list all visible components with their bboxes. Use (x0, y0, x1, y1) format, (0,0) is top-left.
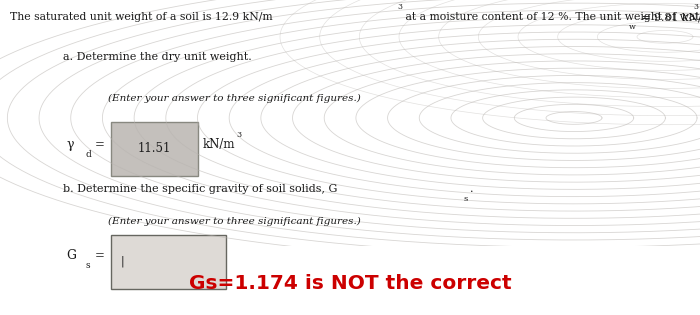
Text: w: w (629, 23, 636, 31)
Text: 3: 3 (237, 131, 242, 139)
FancyBboxPatch shape (111, 122, 198, 176)
FancyBboxPatch shape (111, 235, 226, 289)
Text: =: = (95, 249, 105, 262)
Text: b. Determine the specific gravity of soil solids, G: b. Determine the specific gravity of soi… (63, 184, 337, 194)
Text: .: . (698, 12, 700, 22)
Text: γ: γ (66, 139, 74, 152)
Text: at a moisture content of 12 %. The unit weight of water is γ: at a moisture content of 12 %. The unit … (402, 12, 700, 22)
Text: s: s (463, 195, 468, 203)
Text: The saturated unit weight of a soil is 12.9 kN/m: The saturated unit weight of a soil is 1… (10, 12, 272, 22)
Text: G: G (66, 249, 76, 262)
Text: (Enter your answer to three significant figures.): (Enter your answer to three significant … (108, 217, 361, 226)
Text: 3: 3 (397, 3, 402, 11)
Text: |: | (121, 256, 125, 267)
Text: Gs=1.174 is NOT the correct: Gs=1.174 is NOT the correct (189, 274, 511, 293)
Text: .: . (470, 184, 474, 194)
Text: 11.51: 11.51 (138, 142, 171, 155)
Text: d: d (85, 150, 91, 159)
Text: s: s (85, 261, 90, 270)
Text: kN/m: kN/m (203, 139, 235, 152)
Text: =: = (95, 139, 105, 152)
Text: = 9.81 kN/m: = 9.81 kN/m (638, 12, 700, 22)
Text: (Enter your answer to three significant figures.): (Enter your answer to three significant … (108, 94, 361, 103)
Text: a. Determine the dry unit weight.: a. Determine the dry unit weight. (63, 52, 252, 61)
Text: 3: 3 (693, 3, 698, 11)
